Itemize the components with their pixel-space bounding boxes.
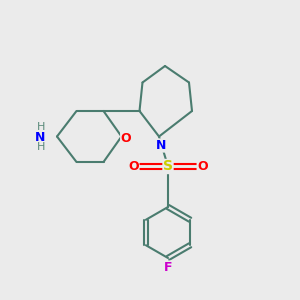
Text: H: H	[37, 142, 46, 152]
Text: O: O	[121, 131, 131, 145]
Text: F: F	[164, 261, 172, 274]
Text: N: N	[156, 139, 167, 152]
Text: O: O	[197, 160, 208, 173]
Text: N: N	[35, 130, 46, 144]
Text: S: S	[163, 160, 173, 173]
Text: H: H	[37, 122, 46, 133]
Text: O: O	[128, 160, 139, 173]
